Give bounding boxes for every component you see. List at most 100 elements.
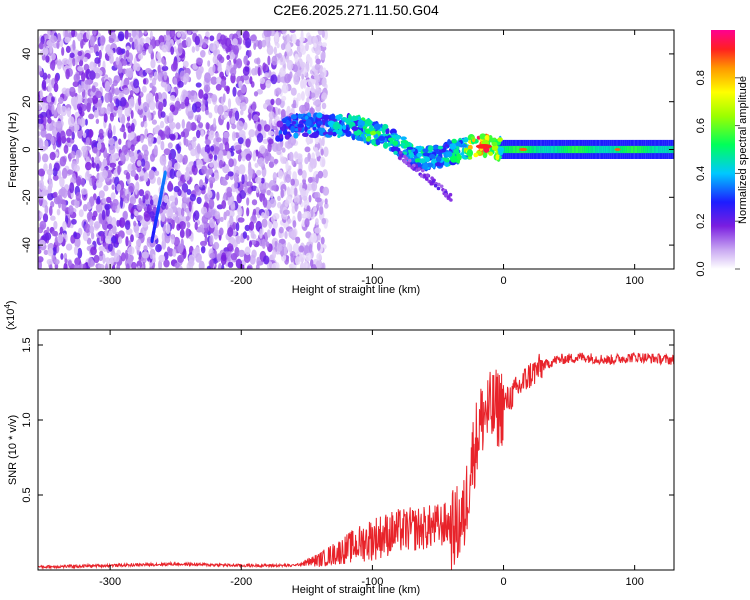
noise-blob	[258, 157, 265, 168]
signal-core	[544, 145, 546, 154]
noise-blob	[83, 56, 88, 63]
track-blob	[304, 126, 308, 133]
noise-blob	[316, 241, 321, 251]
noise-blob	[261, 212, 266, 218]
noise-blob	[86, 168, 90, 178]
noise-blob	[276, 242, 283, 252]
signal-core	[536, 145, 538, 154]
noise-blob	[186, 221, 191, 228]
noise-blob	[177, 42, 183, 54]
noise-blob	[296, 92, 302, 102]
noise-blob	[89, 46, 95, 54]
noise-blob	[152, 86, 157, 93]
signal-core	[657, 145, 659, 154]
track-blob	[305, 118, 312, 127]
y-tick-label: 0.5	[21, 487, 33, 502]
track-blob	[435, 162, 442, 167]
noise-blob	[117, 31, 125, 41]
noise-blob	[95, 118, 100, 125]
noise-blob	[116, 46, 122, 56]
signal-core	[638, 145, 640, 154]
noise-blob	[196, 143, 201, 154]
noise-blob	[65, 68, 70, 80]
track-blob	[467, 144, 473, 151]
y-tick-label: -20	[21, 189, 33, 205]
noise-blob	[145, 193, 149, 200]
noise-blob	[228, 158, 234, 168]
noise-blob	[274, 36, 279, 43]
noise-blob	[91, 175, 95, 187]
track-blob	[291, 121, 297, 125]
noise-blob	[160, 212, 166, 222]
noise-blob	[67, 169, 74, 175]
noise-blob	[143, 245, 148, 252]
noise-blob	[104, 257, 111, 264]
noise-blob	[66, 137, 72, 143]
signal-core	[554, 145, 557, 154]
track-blob	[297, 123, 304, 128]
noise-blob	[71, 218, 77, 225]
noise-blob	[319, 156, 326, 168]
noise-blob	[231, 123, 237, 130]
noise-blob	[212, 258, 219, 264]
noise-blob	[254, 176, 262, 184]
noise-blob	[167, 246, 171, 254]
noise-blob	[51, 104, 55, 115]
noise-blob	[306, 136, 310, 145]
noise-blob	[264, 155, 269, 165]
noise-blob	[76, 176, 82, 187]
noise-blob	[56, 32, 62, 43]
signal-core	[553, 145, 555, 154]
signal-core	[588, 145, 591, 154]
noise-blob	[307, 176, 313, 184]
noise-blob	[156, 176, 162, 186]
noise-blob	[185, 227, 190, 239]
noise-blob	[283, 245, 288, 256]
noise-blob	[72, 57, 76, 67]
noise-blob	[50, 35, 57, 43]
noise-blob	[97, 263, 105, 269]
noise-blob	[93, 109, 99, 118]
noise-blob	[77, 66, 84, 72]
noise-blob	[267, 142, 272, 153]
noise-blob	[213, 117, 217, 128]
noise-blob	[228, 209, 235, 218]
noise-blob	[171, 218, 175, 230]
noise-blob	[46, 95, 52, 103]
noise-blob	[120, 197, 123, 209]
noise-blob	[232, 38, 238, 46]
noise-blob	[50, 215, 56, 221]
noise-blob	[187, 110, 194, 120]
y-tick-label: 40	[21, 48, 33, 60]
noise-blob	[204, 72, 211, 83]
noise-blob	[297, 155, 303, 165]
noise-blob	[156, 135, 162, 145]
noise-blob	[60, 253, 64, 260]
track-blob	[495, 154, 500, 161]
noise-blob	[226, 121, 230, 131]
noise-blob	[246, 207, 250, 217]
noise-blob	[239, 94, 245, 101]
noise-blob	[281, 95, 287, 102]
noise-blob	[244, 246, 251, 256]
track-blob	[365, 137, 371, 142]
noise-blob	[56, 40, 60, 49]
noise-blob	[273, 158, 279, 164]
noise-blob	[61, 167, 68, 179]
noise-blob	[173, 162, 181, 170]
noise-blob	[102, 253, 106, 264]
signal-core	[641, 145, 643, 154]
noise-blob	[102, 197, 107, 204]
noise-blob	[70, 150, 76, 159]
branch-blob	[449, 198, 453, 202]
signal-core	[666, 145, 668, 154]
track-blob	[462, 143, 467, 148]
noise-blob	[177, 243, 184, 254]
noise-blob	[259, 228, 263, 239]
noise-blob	[64, 258, 68, 264]
signal-core	[607, 145, 609, 154]
track-blob	[329, 122, 334, 128]
noise-blob	[207, 186, 211, 196]
noise-blob	[243, 122, 248, 130]
noise-blob	[276, 149, 282, 156]
